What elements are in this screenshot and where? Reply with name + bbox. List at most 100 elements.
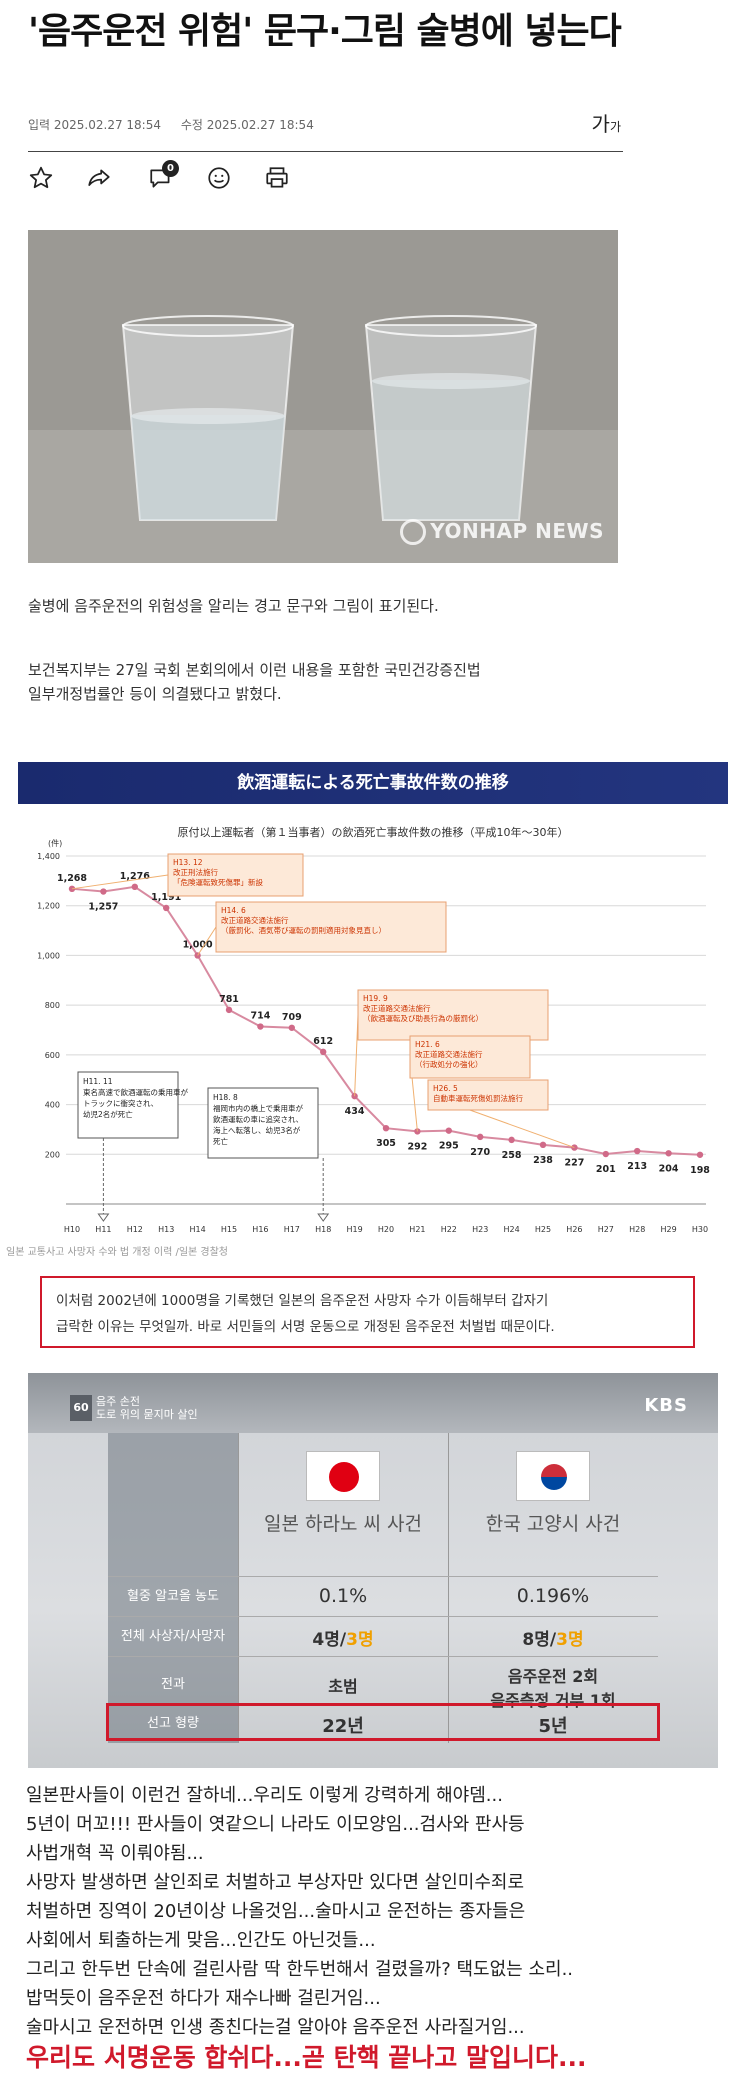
korea-case-title: 한국 고양시 사건 [485,1513,621,1535]
tv-divider-1 [238,1433,239,1743]
data-label: 709 [282,1012,302,1023]
yonhap-watermark: YONHAP NEWS [400,518,604,545]
korea-casualties: 8명/3명 [448,1625,658,1650]
x-tick-label: H21 [409,1225,425,1234]
x-tick-label: H25 [535,1225,551,1234]
japan-casualties-dead: 3명 [346,1630,374,1650]
x-tick-label: H15 [221,1225,237,1234]
event-box [207,1087,319,1159]
korea-record-line-1: 음주운전 2회 [507,1667,599,1686]
event-text: H18. 8 [213,1093,238,1102]
annotation-text: H19. 9 [363,994,388,1003]
japan-flag-icon [306,1451,380,1501]
korea-column-header: 한국 고양시 사건 [448,1451,658,1536]
final-statement: 우리도 서명운동 합쉬다...곧 탄핵 끝나고 말입니다... [26,2043,587,2072]
y-tick-label: 1,000 [37,951,60,960]
comment-line: 술마시고 운전하면 인생 종친다는걸 알아야 음주운전 사라질거임... [26,2017,525,2038]
article-paragraph-2: 보건복지부는 27일 국회 본회의에서 이런 내용을 포함한 국민건강증진법 일… [28,658,481,706]
data-label: 612 [313,1036,333,1047]
data-point [696,1151,704,1158]
data-label: 1,257 [88,902,118,913]
row-label-bac: 혈중 알코올 농도 [127,1589,219,1604]
data-label: 204 [659,1163,679,1174]
data-point [634,1147,641,1155]
chart-title: 飲酒運転による死亡事故件数の推移 [18,762,728,804]
korea-casualties-total: 8명/ [522,1630,557,1650]
data-label: 1,276 [120,871,150,882]
kbs-logo: KBS [644,1395,688,1416]
comment-icon[interactable]: 0 [148,160,179,193]
japan-sentence: 22년 [322,1716,364,1737]
event-text: 飲酒運転の車に追突され、 [213,1114,303,1124]
comment-line: 일본판사들이 이런건 잘하네...우리도 이렇게 강력하게 해야뎀... [26,1785,503,1806]
annotation-leader [197,926,217,956]
data-label: 434 [345,1106,365,1117]
x-tick-label: H23 [472,1225,488,1234]
data-label: 227 [564,1158,584,1169]
data-point [539,1141,547,1149]
strap-line-1: 음주 손전 [96,1395,140,1408]
annotation-text: 改正道路交通法施行 [415,1049,483,1059]
tv-divider-2 [448,1433,449,1743]
data-label: 238 [533,1155,553,1166]
annotation-text: H14. 6 [221,906,246,915]
data-label: 292 [407,1141,427,1152]
data-point [288,1024,295,1031]
y-tick-label: 1,200 [37,902,60,911]
japan-column-header: 일본 하라노 씨 사건 [238,1451,448,1536]
annotation-text: 改正道路交通法施行 [221,915,289,925]
annotation-box [357,989,549,1041]
article-dates: 입력 2025.02.27 18:54 수정 2025.02.27 18:54 [28,116,330,133]
watermark-text: YONHAP NEWS [430,518,604,543]
bookmark-star-icon[interactable] [28,165,56,193]
event-arrow-head [97,1213,110,1222]
tv-comparison-screenshot: 60 음주 손전 도로 위의 묻지마 살인 KBS 일본 하라노 씨 사건 한국… [28,1373,718,1768]
user-comment-block: 일본판사들이 이런건 잘하네...우리도 이렇게 강력하게 해야뎀... 5년이 … [26,1781,573,2042]
input-date: 입력 2025.02.27 18:54 [28,118,161,132]
article-paragraph-1: 술병에 음주운전의 위험성을 알리는 경고 문구와 그림이 표기된다. [28,597,439,615]
japan-record: 초범 [328,1677,358,1696]
comment-line: 밥먹듯이 음주운전 하다가 재수나빠 걸린거임... [26,1988,381,2009]
y-tick-label: 800 [45,1001,60,1010]
tv-row-line-3 [108,1656,658,1657]
annotation-box [427,1079,549,1111]
quote-line-1: 이처럼 2002년에 1000명을 기록했던 일본의 음주운전 사망자 수가 이… [56,1293,549,1309]
tv-header-row: 일본 하라노 씨 사건 한국 고양시 사건 [108,1451,658,1536]
tv-row-bac: 혈중 알코올 농도 0.1% 0.196% [108,1585,658,1607]
x-tick-label: H16 [252,1225,268,1234]
quote-line-2: 급락한 이유는 무엇일까. 바로 서민들의 서명 운동으로 개정된 음주운전 처… [56,1319,555,1335]
japan-bac: 0.1% [318,1585,368,1607]
row-label-record: 전과 [161,1677,185,1692]
annotation-text: （行政処分の強化） [415,1059,483,1069]
article-headline: '음주운전 위험' 문구·그림 술병에 넣는다 [28,11,622,52]
print-icon[interactable] [264,165,292,193]
data-point [477,1133,484,1141]
data-point [508,1136,515,1144]
x-tick-label: H17 [284,1225,300,1234]
data-label: 201 [596,1164,616,1175]
japan-casualties: 4명/3명 [238,1625,448,1650]
x-tick-label: H18 [315,1225,331,1234]
korea-casualties-dead: 3명 [556,1630,584,1650]
share-icon[interactable] [86,165,114,193]
annotation-text: 改正道路交通法施行 [363,1003,431,1013]
y-tick-label: 400 [45,1101,60,1110]
x-tick-label: H22 [441,1225,457,1234]
reaction-smile-icon[interactable] [206,165,234,193]
row-label-sentence: 선고 형량 [147,1716,199,1731]
tv-row-line-1 [108,1576,658,1577]
annotation-text: H26. 5 [433,1084,458,1093]
korea-sentence: 5년 [538,1716,568,1737]
data-label: 781 [219,994,239,1005]
data-label: 1,000 [183,939,213,950]
tv-row-casualties: 전체 사상자/사망자 4명/3명 8명/3명 [108,1625,658,1650]
x-tick-label: H10 [64,1225,80,1234]
event-arrow-head [317,1213,330,1222]
y-tick-label: 1,400 [37,852,60,861]
font-size-button[interactable]: 가가 [592,108,621,137]
comment-line: 그리고 한두번 단속에 걸린사람 딱 한두번해서 걸렸을까? 택도없는 소리.. [26,1959,574,1980]
data-label: 213 [627,1161,647,1172]
data-label: 1,268 [57,873,87,884]
comment-line: 사법개혁 꼭 이뤄야됨... [26,1843,204,1864]
data-label: 258 [502,1150,522,1161]
